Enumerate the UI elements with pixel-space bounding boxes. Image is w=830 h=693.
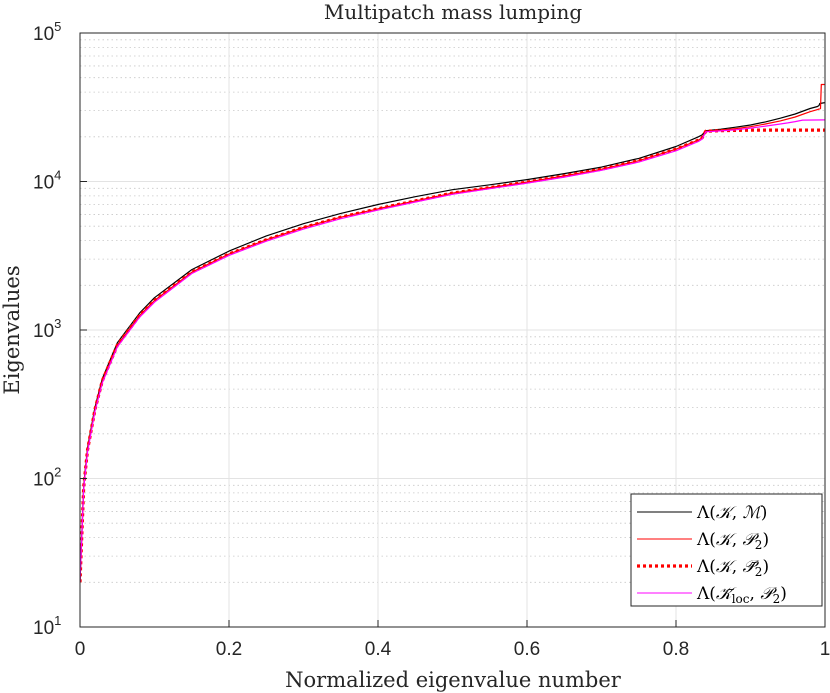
x-tick-label: 0.8 [663, 639, 689, 660]
chart-title: Multipatch mass lumping [324, 0, 582, 24]
y-tick-label: 104 [33, 168, 61, 194]
legend-label-2: Λ(𝒦, 𝒫2) [696, 530, 769, 552]
x-tick-label: 0.2 [216, 639, 242, 660]
y-tick-label: 105 [33, 19, 61, 45]
x-tick-label: 0.4 [365, 639, 392, 660]
series-line-3 [80, 128, 825, 583]
series-line-1 [80, 102, 825, 583]
series-layer [80, 83, 825, 583]
y-tick-label: 102 [33, 465, 61, 491]
legend-box [630, 493, 823, 607]
legend: Λ(𝒦, ℳ) Λ(𝒦, 𝒫2) Λ(𝒦, 𝒫̄2) Λ(𝒦̄loc, 𝒫2) [630, 493, 823, 607]
legend-label-1: Λ(𝒦, ℳ) [696, 503, 767, 523]
x-tick-label: 0 [75, 639, 86, 660]
x-axis: 0 0.2 0.4 0.6 0.8 1 [75, 620, 830, 660]
series-line-4 [80, 119, 825, 583]
y-tick-label: 103 [33, 316, 61, 342]
y-axis: 101 102 103 104 105 [33, 19, 87, 639]
x-tick-label: 0.6 [514, 639, 540, 660]
legend-entry-2: Λ(𝒦, 𝒫2) [637, 530, 769, 552]
y-axis-label: Eigenvalues [0, 265, 24, 394]
legend-entry-1: Λ(𝒦, ℳ) [637, 503, 767, 523]
y-tick-label: 101 [33, 613, 61, 639]
x-tick-label: 1 [820, 639, 830, 660]
x-axis-label: Normalized eigenvalue number [285, 668, 622, 692]
